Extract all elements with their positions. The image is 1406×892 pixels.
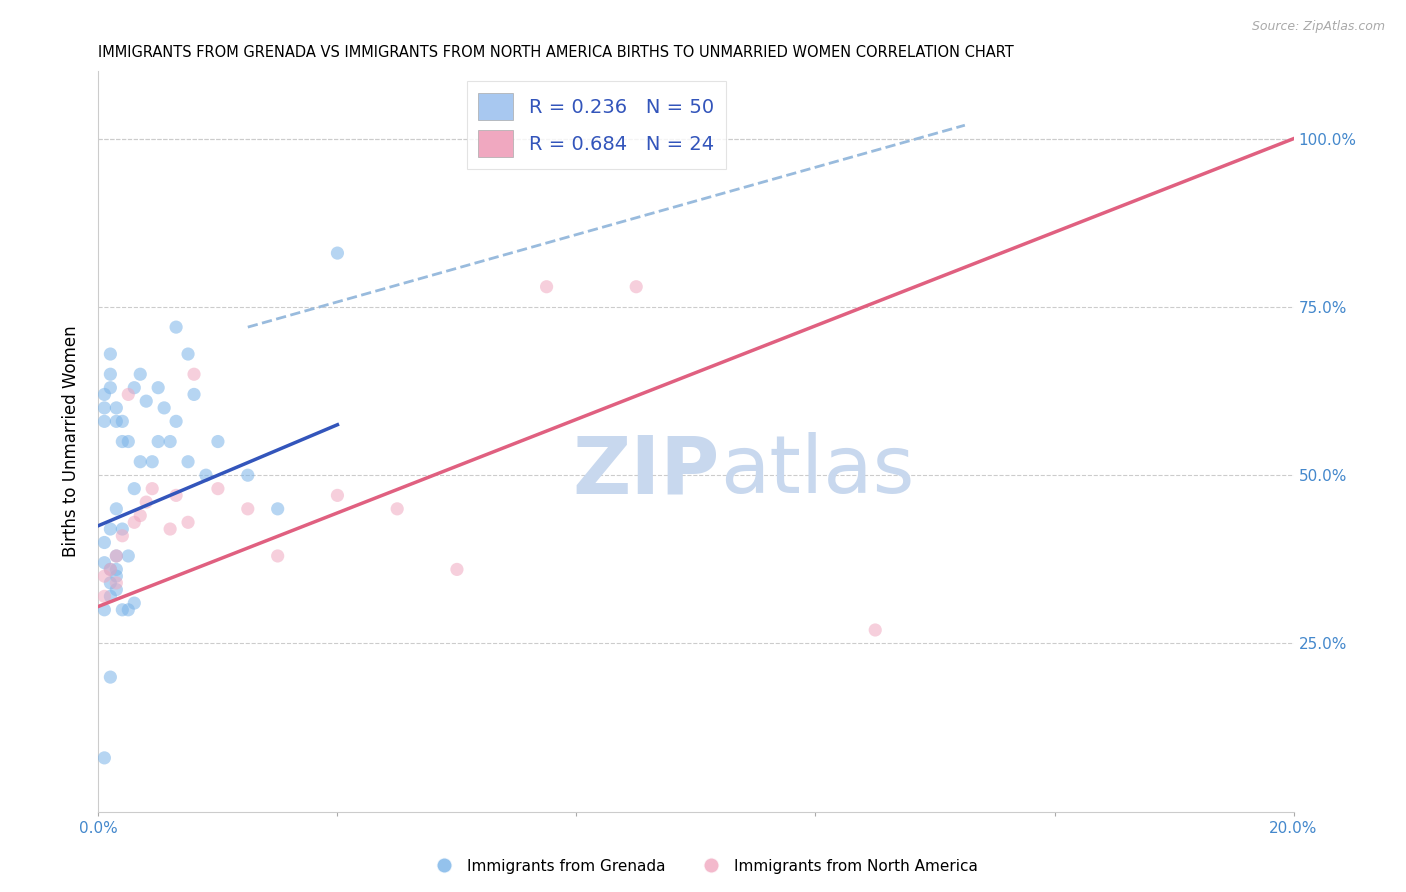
Legend: R = 0.236   N = 50, R = 0.684   N = 24: R = 0.236 N = 50, R = 0.684 N = 24: [467, 81, 725, 169]
Point: [98, 381, 122, 395]
Point: [117, 434, 139, 449]
Point: [267, 501, 290, 516]
Point: [129, 455, 152, 469]
Point: [93, 387, 115, 401]
Point: [98, 562, 122, 576]
Point: [207, 434, 229, 449]
Point: [105, 575, 128, 590]
Point: [93, 535, 115, 549]
Point: [117, 387, 139, 401]
Point: [105, 501, 128, 516]
Point: [93, 590, 115, 604]
Point: [135, 394, 157, 409]
Point: [111, 522, 134, 536]
Point: [446, 562, 468, 576]
Point: [207, 482, 229, 496]
Point: [98, 590, 122, 604]
Point: [159, 434, 181, 449]
Point: [105, 549, 128, 563]
Point: [105, 401, 128, 415]
Point: [98, 522, 122, 536]
Legend: Immigrants from Grenada, Immigrants from North America: Immigrants from Grenada, Immigrants from…: [422, 853, 984, 880]
Point: [183, 387, 205, 401]
Point: [177, 347, 200, 361]
Point: [93, 751, 115, 765]
Point: [124, 482, 146, 496]
Point: [129, 508, 152, 523]
Point: [141, 455, 163, 469]
Point: [105, 582, 128, 597]
Point: [177, 516, 200, 530]
Point: [124, 381, 146, 395]
Point: [93, 556, 115, 570]
Point: [326, 246, 349, 260]
Point: [267, 549, 290, 563]
Point: [326, 488, 349, 502]
Point: [141, 482, 163, 496]
Point: [98, 575, 122, 590]
Point: [135, 495, 157, 509]
Point: [98, 670, 122, 684]
Text: IMMIGRANTS FROM GRENADA VS IMMIGRANTS FROM NORTH AMERICA BIRTHS TO UNMARRIED WOM: IMMIGRANTS FROM GRENADA VS IMMIGRANTS FR…: [98, 45, 1014, 61]
Point: [124, 516, 146, 530]
Point: [105, 562, 128, 576]
Point: [865, 623, 887, 637]
Point: [93, 603, 115, 617]
Point: [236, 468, 259, 483]
Point: [98, 368, 122, 382]
Point: [117, 549, 139, 563]
Point: [153, 401, 176, 415]
Point: [105, 569, 128, 583]
Point: [111, 603, 134, 617]
Point: [117, 603, 139, 617]
Point: [93, 569, 115, 583]
Point: [111, 529, 134, 543]
Point: [165, 414, 187, 428]
Point: [536, 279, 558, 293]
Point: [98, 562, 122, 576]
Point: [385, 501, 409, 516]
Point: [111, 434, 134, 449]
Text: Source: ZipAtlas.com: Source: ZipAtlas.com: [1251, 20, 1385, 33]
Y-axis label: Births to Unmarried Women: Births to Unmarried Women: [62, 326, 80, 558]
Point: [236, 501, 259, 516]
Text: atlas: atlas: [720, 432, 914, 510]
Point: [183, 368, 205, 382]
Point: [148, 381, 170, 395]
Point: [98, 347, 122, 361]
Point: [111, 414, 134, 428]
Text: ZIP: ZIP: [572, 432, 720, 510]
Point: [105, 414, 128, 428]
Point: [129, 368, 152, 382]
Point: [148, 434, 170, 449]
Point: [93, 401, 115, 415]
Point: [626, 279, 648, 293]
Point: [105, 549, 128, 563]
Point: [177, 455, 200, 469]
Point: [124, 596, 146, 610]
Point: [165, 320, 187, 334]
Point: [93, 414, 115, 428]
Point: [195, 468, 218, 483]
Point: [165, 488, 187, 502]
Point: [159, 522, 181, 536]
